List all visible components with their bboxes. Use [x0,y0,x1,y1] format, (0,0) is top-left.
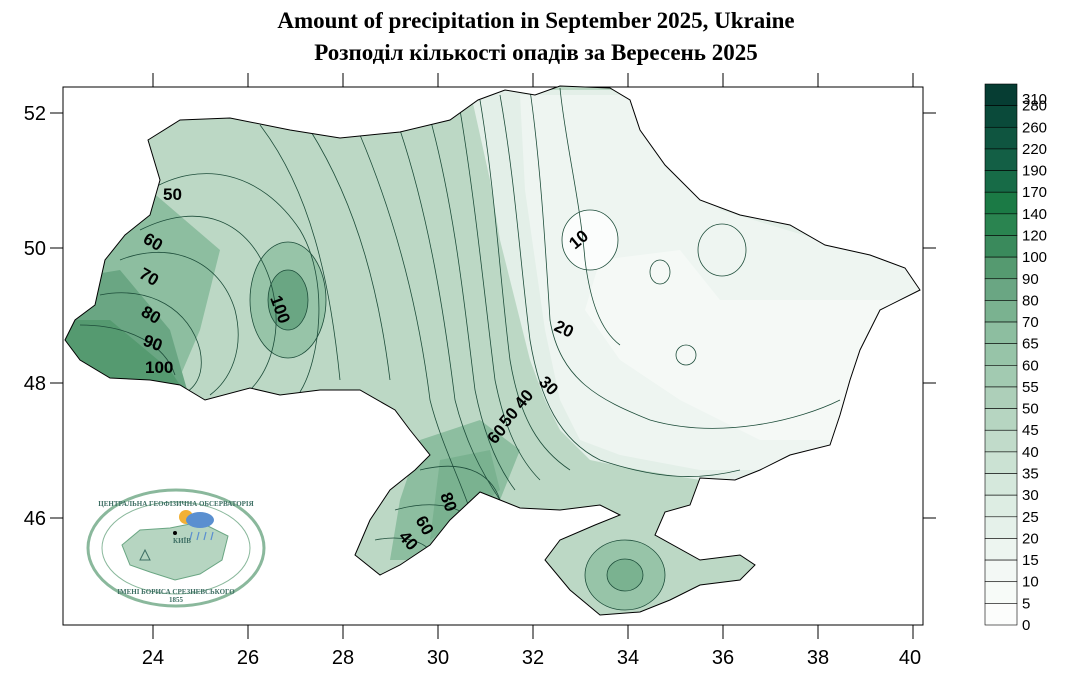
legend-label: 70 [1022,314,1039,331]
legend-colorbar: 3102802602201901701401201009080706560555… [984,83,1047,634]
legend-label: 220 [1022,141,1047,158]
contour-lines [79,87,841,611]
logo-bottom-text: ІМЕНІ БОРИСА СРЕЗНЕВСЬКОГО [117,588,235,596]
legend-swatch [984,538,1018,561]
legend-label: 260 [1022,119,1047,136]
legend-label: 65 [1022,336,1039,353]
legend-label: 310 [1022,91,1047,108]
legend-label: 5 [1022,595,1030,612]
legend-label: 55 [1022,379,1039,396]
legend-swatch [984,408,1018,431]
x-tick-38: 38 [807,647,829,669]
legend-label: 100 [1022,249,1047,266]
contour-label-100-west: 100 [145,358,173,377]
legend-swatch [984,213,1018,236]
cloud-icon [186,512,214,528]
legend-label: 25 [1022,509,1039,526]
x-tick-32: 32 [522,647,544,669]
legend-swatch [984,191,1018,215]
kyiv-marker-icon [173,531,177,535]
legend-swatch [984,603,1018,626]
y-axis-labels: 52 50 48 46 [24,103,46,530]
legend-label: 20 [1022,530,1039,547]
legend-swatch [984,516,1018,539]
x-tick-34: 34 [617,647,639,669]
contour-label-50: 50 [163,185,182,204]
legend-swatch [984,429,1018,453]
legend-swatch [984,170,1018,193]
legend-swatch [984,581,1018,604]
legend-label: 140 [1022,206,1047,223]
logo-city: КИЇВ [173,537,191,545]
country-border [64,85,921,616]
legend-swatch [984,386,1018,409]
logo-year: 1855 [169,596,184,604]
x-tick-26: 26 [237,647,259,669]
legend-label: 80 [1022,292,1039,309]
legend-swatch [984,451,1018,474]
legend-label: 50 [1022,401,1039,418]
y-tick-46: 46 [24,508,46,530]
plot-frame [62,86,924,626]
legend-label: 90 [1022,271,1039,288]
rain-drops-icon [189,531,214,541]
ukraine-silhouette-icon [121,521,229,581]
legend-swatch [984,365,1018,388]
legend-swatch [984,321,1018,344]
legend-label: 120 [1022,227,1047,244]
legend-swatch [984,105,1018,128]
legend-swatch [984,473,1018,496]
legend-swatch [984,494,1018,518]
legend-label: 40 [1022,444,1039,461]
tick-marks [50,73,936,639]
y-tick-50: 50 [24,238,46,260]
legend-swatch [984,559,1018,583]
legend-label: 60 [1022,357,1039,374]
x-tick-30: 30 [427,647,449,669]
legend-swatch [984,256,1018,280]
x-tick-24: 24 [142,647,164,669]
x-tick-36: 36 [712,647,734,669]
legend-label: 15 [1022,552,1039,569]
antenna-icon [139,548,151,561]
legend-swatch [984,83,1018,106]
legend-label: 35 [1022,466,1039,483]
legend-label: 30 [1022,487,1039,504]
legend-swatch [984,148,1018,171]
x-tick-28: 28 [332,647,354,669]
chart-title-english: Amount of precipitation in September 202… [277,8,795,33]
y-tick-48: 48 [24,373,46,395]
logo-top-text: ЦЕНТРАЛЬНА ГЕОФІЗИЧНА ОБСЕРВАТОРІЯ [98,500,253,508]
legend-swatch [984,235,1018,258]
legend-swatch [984,126,1018,150]
x-axis-labels: 24 26 28 30 32 34 36 38 40 [142,647,921,669]
y-tick-52: 52 [24,103,46,125]
chart-title-ukrainian: Розподіл кількості опадів за Вересень 20… [314,40,758,65]
legend-swatch [984,343,1018,366]
legend-swatch [984,300,1018,323]
x-tick-40: 40 [899,647,921,669]
legend-label: 280 [1022,98,1047,115]
legend-label: 45 [1022,422,1039,439]
legend-label: 190 [1022,163,1047,180]
observatory-logo: КИЇВ ЦЕНТРАЛЬНА ГЕОФІЗИЧНА ОБСЕРВАТОРІЯ … [86,488,266,608]
legend-label: 10 [1022,574,1039,591]
legend-swatch [984,278,1018,301]
legend-label: 0 [1022,617,1030,634]
legend-label: 170 [1022,184,1047,201]
